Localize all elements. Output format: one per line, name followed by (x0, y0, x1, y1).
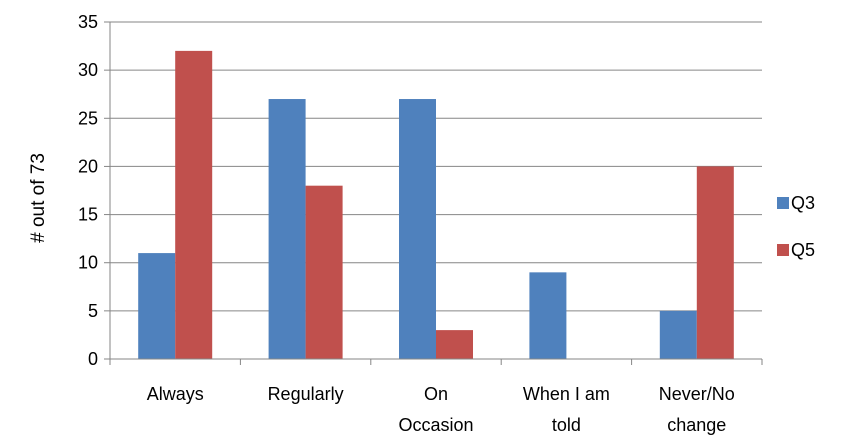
y-tick-label: 5 (88, 301, 98, 321)
legend: Q3 Q5 (777, 193, 815, 260)
axes (109, 22, 763, 365)
x-category-label: On (424, 384, 448, 404)
y-tick-label: 25 (78, 108, 98, 128)
x-category-label: Always (147, 384, 204, 404)
legend-label-q3: Q3 (791, 193, 815, 213)
bar-q5-5 (696, 166, 734, 359)
y-tick-label: 10 (78, 253, 98, 273)
y-tick-label: 30 (78, 60, 98, 80)
bar-q3-4 (529, 272, 567, 359)
y-tick-label: 35 (78, 12, 98, 32)
bar-q5-1 (175, 50, 213, 360)
bar-q3-2 (268, 99, 306, 360)
bar-q3-1 (138, 253, 176, 359)
x-category-label: Occasion (398, 415, 473, 435)
x-category-label: Never/No (659, 384, 735, 404)
legend-swatch-q3 (777, 197, 789, 209)
x-category-label: told (552, 415, 581, 435)
legend-swatch-q5 (777, 244, 789, 256)
x-category-label: Regularly (268, 384, 344, 404)
y-tick-label: 20 (78, 156, 98, 176)
x-category-label: change (667, 415, 726, 435)
bar-q5-2 (305, 185, 343, 359)
x-category-label: When I am (523, 384, 610, 404)
legend-label-q5: Q5 (791, 240, 815, 260)
y-tick-label: 15 (78, 205, 98, 225)
x-axis-categories: Always Regularly On Occasion When I am told Ne… (147, 384, 735, 435)
bar-q3-5 (659, 310, 697, 359)
bar-q3-3 (399, 99, 436, 360)
y-tick-label: 0 (88, 349, 98, 369)
y-axis-ticks: 0 5 10 15 20 25 30 35 (78, 12, 110, 369)
y-axis-title: # out of 73 (28, 153, 49, 243)
bars (138, 50, 734, 360)
bar-q5-3 (436, 330, 473, 359)
